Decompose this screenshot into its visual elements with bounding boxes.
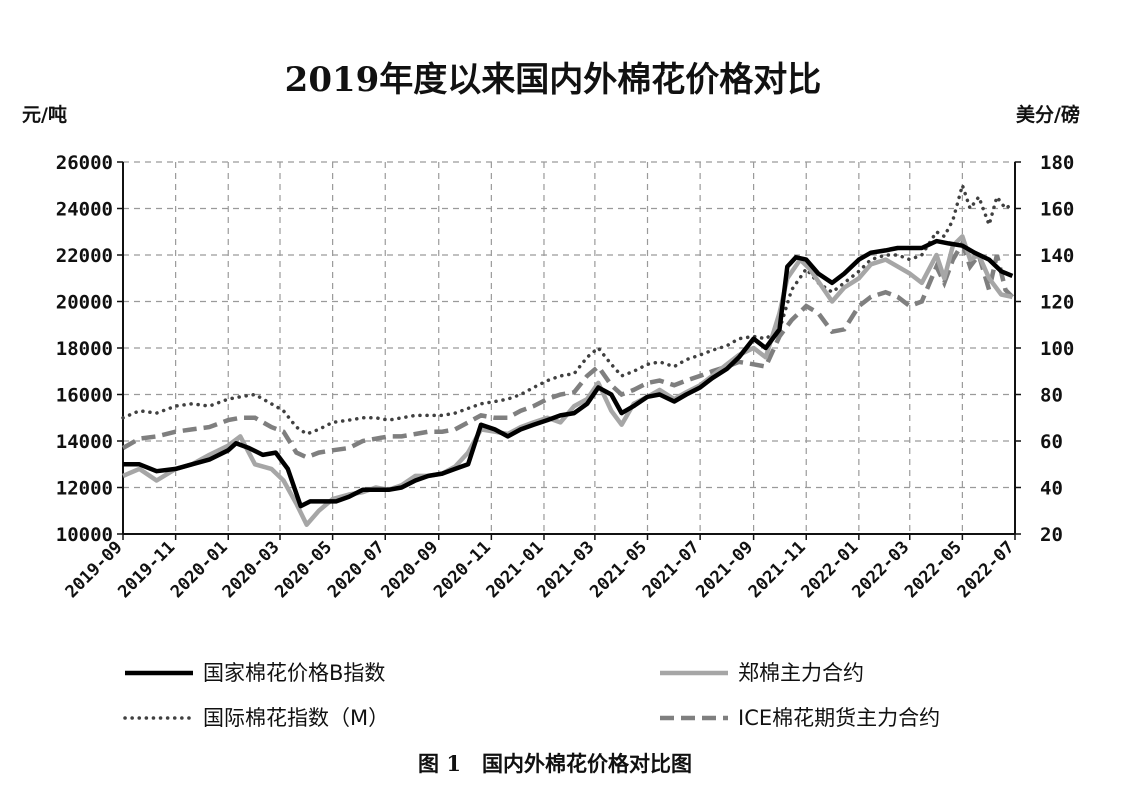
x-tick-label: 2022-03 bbox=[848, 537, 913, 602]
y-left-tick-label: 10000 bbox=[56, 524, 113, 546]
left-y-ticks: 10000 12000 14000 16000 18000 20000 22000 24000… bbox=[56, 152, 113, 546]
x-tick-label: 2021-07 bbox=[639, 537, 704, 602]
x-tick-label: 2020-11 bbox=[430, 537, 495, 602]
grid bbox=[123, 161, 1015, 534]
chart-title: 2019年度以来国内外棉花价格对比 bbox=[285, 60, 822, 100]
y-left-tick-label: 18000 bbox=[56, 338, 113, 360]
legend-label-2: 郑棉主力合约 bbox=[738, 661, 864, 685]
x-tick-label: 2020-07 bbox=[324, 537, 389, 602]
legend-label-4: ICE棉花期货主力合约 bbox=[738, 706, 940, 730]
y-right-tick-label: 40 bbox=[1040, 478, 1063, 500]
x-tick-label: 2020-09 bbox=[377, 537, 442, 602]
series-line-4 bbox=[121, 237, 1015, 460]
series-lines bbox=[121, 179, 1015, 527]
y-right-tick-label: 120 bbox=[1040, 292, 1074, 314]
x-tick-label: 2021-09 bbox=[692, 537, 757, 602]
y-left-tick-label: 14000 bbox=[56, 431, 113, 453]
y-left-tick-label: 20000 bbox=[56, 292, 113, 314]
x-tick-label: 2022-05 bbox=[901, 537, 966, 602]
x-tick-label: 2020-03 bbox=[219, 537, 284, 602]
y-right-tick-label: 180 bbox=[1040, 152, 1074, 174]
x-tick-label: 2019-09 bbox=[62, 537, 127, 602]
x-tick-label: 2021-05 bbox=[586, 537, 651, 602]
y-right-tick-label: 160 bbox=[1040, 199, 1074, 221]
x-tick-label: 2022-07 bbox=[954, 537, 1019, 602]
y-left-tick-label: 16000 bbox=[56, 385, 113, 407]
x-ticks: 2019-092019-112020-012020-032020-052020-… bbox=[62, 537, 1019, 602]
x-tick-label: 2021-11 bbox=[745, 537, 810, 602]
y-right-tick-label: 60 bbox=[1040, 431, 1063, 453]
series-line-2 bbox=[122, 234, 1013, 527]
left-axis-unit: 元/吨 bbox=[22, 103, 67, 126]
y-left-tick-label: 22000 bbox=[56, 245, 113, 267]
x-tick-label: 2020-05 bbox=[271, 537, 336, 602]
y-left-tick-label: 12000 bbox=[56, 478, 113, 500]
legend-label-1: 国家棉花价格B指数 bbox=[203, 661, 385, 685]
x-tick-label: 2021-03 bbox=[534, 537, 599, 602]
right-y-ticks: 20 40 60 80 100 120 140 160 180 bbox=[1040, 152, 1074, 546]
series-line-3 bbox=[121, 179, 1015, 436]
y-right-tick-label: 20 bbox=[1040, 524, 1063, 546]
y-left-tick-label: 24000 bbox=[56, 199, 113, 221]
y-right-tick-label: 140 bbox=[1040, 245, 1074, 267]
y-right-tick-label: 80 bbox=[1040, 385, 1063, 407]
series-line-1 bbox=[123, 238, 1014, 509]
legend-label-3: 国际棉花指数（M） bbox=[203, 706, 389, 730]
right-axis-unit: 美分/磅 bbox=[1016, 103, 1080, 126]
y-left-tick-label: 26000 bbox=[56, 152, 113, 174]
y-right-tick-label: 100 bbox=[1040, 338, 1074, 360]
x-tick-label: 2019-11 bbox=[114, 537, 179, 602]
axes bbox=[117, 161, 1021, 540]
figure-caption: 图 1 国内外棉花价格对比图 bbox=[418, 751, 692, 776]
